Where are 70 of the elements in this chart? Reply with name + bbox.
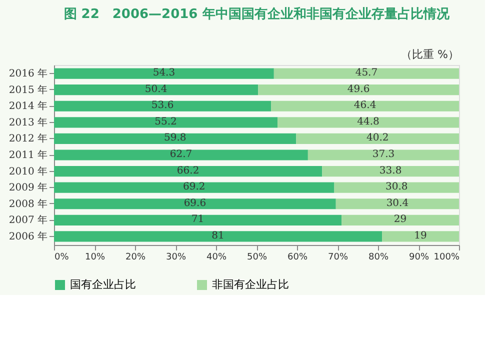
y-tick-label: 2014 年 [8,100,48,112]
data-label: 30.8 [385,182,408,193]
bar [54,117,278,128]
x-tick-label: 40% [206,252,227,262]
data-label: 19 [414,230,427,242]
x-tick-label: 30% [166,252,186,262]
bar [336,198,459,210]
y-tick-label: 2013 年 [8,116,48,128]
data-label: 40.2 [366,132,389,144]
bar [322,166,459,177]
bar [54,166,322,177]
bar [271,100,459,112]
data-label: 66.2 [176,165,200,176]
x-tick-label: 20% [125,252,146,262]
legend-label: 国有企业占比 [70,278,136,291]
x-tick-label: 80% [368,252,389,262]
data-label: 62.7 [170,149,192,160]
bar [54,214,342,226]
x-tick-label: 10% [84,252,106,262]
bar [54,133,296,144]
data-label: 81 [212,230,224,242]
bar [274,68,459,79]
bar [54,231,382,242]
data-label: 53.6 [151,100,174,112]
x-tick-label: 50% [246,252,268,262]
bar [382,231,459,242]
data-label: 71 [191,214,204,226]
x-tick-label: 0% [54,252,70,262]
bar [54,68,274,79]
data-label: 37.3 [372,149,395,160]
bar [54,150,308,160]
data-label: 33.8 [379,165,402,176]
data-label: 29 [394,214,407,226]
data-label: 30.4 [386,198,409,209]
data-label: 55.2 [154,116,177,128]
data-label: 46.4 [354,100,376,112]
data-label: 50.4 [144,84,168,95]
data-label: 45.7 [355,68,378,79]
y-tick-label: 2016 年 [8,68,48,80]
y-tick-label: 2012 年 [8,132,48,145]
y-tick-label: 2011 年 [8,149,48,161]
bar [334,182,459,193]
data-label: 44.8 [357,116,380,128]
legend-label: 非国有企业占比 [212,278,289,291]
x-tick-label: 70% [328,252,348,262]
y-tick-label: 2008 年 [8,198,48,210]
text: （比重 %） [401,48,459,61]
chart-title: 图 22 2006—2016 年中国国有企业和非国有企业存量占比情况 [64,6,450,22]
y-tick-label: 2015 年 [8,84,48,96]
bar [296,133,459,144]
bar [308,150,459,160]
bar [342,214,459,226]
x-tick-label: 60% [287,252,308,262]
data-label: 54.3 [152,68,176,79]
data-label: 49.6 [347,84,370,95]
y-tick-label: 2006 年 [8,230,48,242]
bar [54,198,336,210]
data-label: 69.6 [184,198,206,209]
y-tick-label: 2010 年 [8,165,48,178]
x-tick-label: 100% [434,252,460,262]
bar [258,84,459,96]
bar [54,182,334,193]
bar [278,117,459,128]
y-tick-label: 2009 年 [8,182,48,194]
x-tick-label: 90% [408,252,430,262]
y-tick-label: 2007 年 [8,214,48,226]
data-label: 59.8 [164,132,186,144]
bar [54,84,258,96]
bar [54,100,272,112]
data-label: 69.2 [182,182,206,193]
